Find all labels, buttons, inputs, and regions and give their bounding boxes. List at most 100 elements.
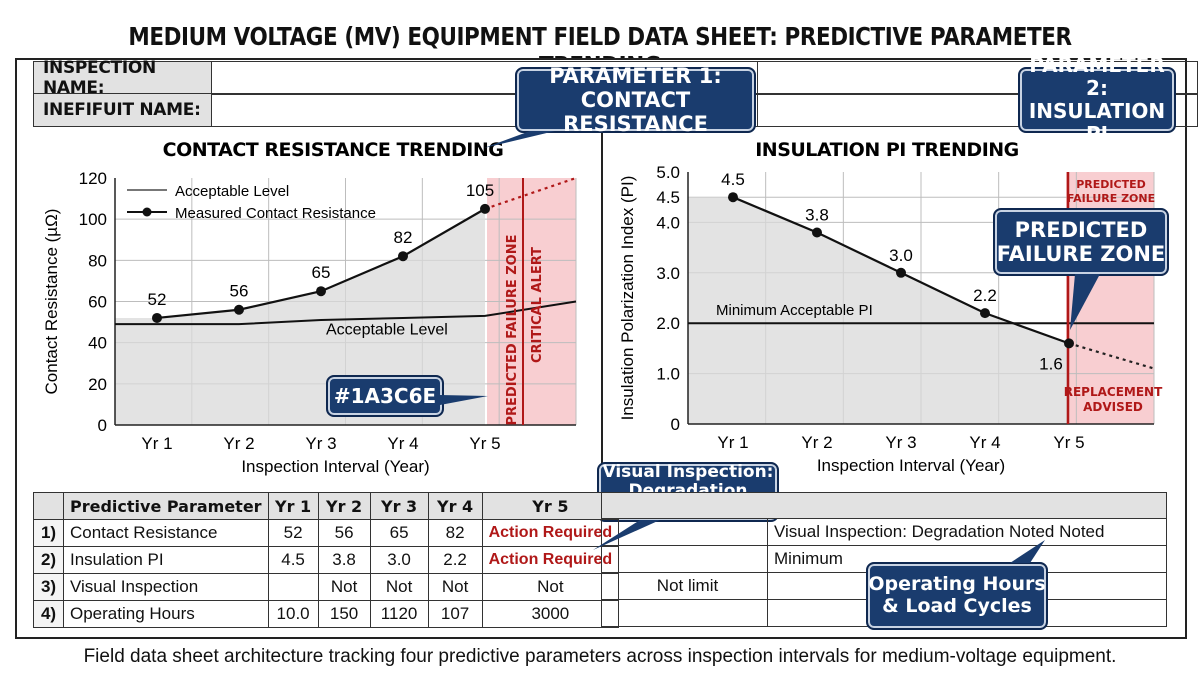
- y-tick-label: 80: [88, 251, 107, 270]
- cell-yr1: 10.0: [267, 600, 319, 628]
- cell-yr1: 52: [267, 519, 319, 547]
- cell-yr5: Action Required: [481, 519, 620, 547]
- y-tick-label: 40: [88, 334, 107, 353]
- circuit-name-label: INEFIFUIT NAME:: [34, 94, 212, 126]
- table-header-yr2: Yr 2: [317, 492, 371, 520]
- cell-yr4: Not: [427, 573, 483, 601]
- data-point: [316, 286, 326, 297]
- parameter-2-callout-line-2: INSULATION PI: [1028, 99, 1166, 146]
- legend-measured-marker: [142, 207, 152, 217]
- x-axis-label: Inspection Interval (Year): [241, 457, 429, 476]
- cell-yr2: 150: [317, 600, 371, 628]
- acceptable-level-label: Acceptable Level: [326, 321, 448, 338]
- table-header-parameter: Predictive Parameter: [63, 492, 269, 520]
- table-header-yr1: Yr 1: [267, 492, 319, 520]
- y-tick-label: 1.0: [656, 365, 680, 384]
- table-header-yr4: Yr 4: [427, 492, 483, 520]
- failure-zone-label-1: PREDICTED: [1076, 178, 1146, 191]
- x-tick-label: Yr 5: [1053, 433, 1084, 452]
- y-tick-label: 0: [98, 416, 107, 435]
- cell-yr3: 3.0: [369, 546, 429, 574]
- projection-line: [484, 176, 577, 210]
- y-tick-label: 60: [88, 293, 107, 312]
- header-extra-field-1: [758, 61, 1198, 95]
- data-label: 52: [148, 290, 167, 309]
- row-parameter: Insulation PI: [63, 546, 269, 574]
- parameter-1-callout-line-1: PARAMETER 1:: [549, 63, 722, 88]
- chart-title: INSULATION PI TRENDING: [755, 139, 1019, 161]
- row3-mid-note: Not limit: [601, 572, 768, 600]
- y-tick-label: 5.0: [656, 163, 680, 182]
- color-tag-callout: #1A3C6E: [326, 375, 444, 417]
- data-label: 82: [394, 228, 413, 247]
- cell-yr5: Not: [481, 573, 620, 601]
- cell-yr1: [267, 573, 319, 601]
- x-tick-label: Yr 2: [801, 433, 832, 452]
- x-axis-label: Inspection Interval (Year): [817, 456, 1005, 475]
- data-label: 3.0: [889, 246, 913, 265]
- table-header-index: [33, 492, 64, 520]
- parameter-table: Predictive Parameter Yr 1 Yr 2 Yr 3 Yr 4…: [33, 492, 620, 628]
- cell-yr4: 82: [427, 519, 483, 547]
- cell-yr4: 2.2: [427, 546, 483, 574]
- data-point: [398, 251, 408, 262]
- projection-line: [1068, 342, 1155, 370]
- hours-callout-line-2: & Load Cycles: [882, 595, 1032, 617]
- data-point: [896, 267, 906, 278]
- data-label: 65: [312, 263, 331, 282]
- parameter-1-callout: PARAMETER 1: CONTACT RESISTANCE: [515, 63, 756, 137]
- y-tick-label: 3.0: [656, 264, 680, 283]
- cell-yr2: Not: [317, 573, 371, 601]
- parameter-1-callout-line-2: CONTACT RESISTANCE: [563, 87, 708, 137]
- table-row: 2) Insulation PI 4.5 3.8 3.0 2.2 Action Requir…: [33, 546, 620, 574]
- header-extra-field-2: [758, 93, 1198, 127]
- data-point: [980, 308, 990, 319]
- row4-extra-cell: [601, 599, 768, 627]
- legend-measured-label: Measured Contact Resistance: [175, 205, 376, 222]
- visual-callout-line-1: Visual Inspection:: [602, 461, 774, 482]
- data-point: [480, 203, 490, 214]
- data-label: 4.5: [721, 170, 745, 189]
- row-parameter: Operating Hours: [63, 600, 269, 628]
- cell-yr5: Action Required: [481, 546, 620, 574]
- x-tick-label: Yr 4: [969, 433, 1000, 452]
- failure-zone-label: PREDICTED FAILURE ZONE: [505, 235, 520, 426]
- data-point: [728, 192, 738, 203]
- table-header-yr3: Yr 3: [369, 492, 429, 520]
- data-label: 2.2: [973, 286, 997, 305]
- y-tick-label: 20: [88, 375, 107, 394]
- data-label: 1.6: [1039, 354, 1063, 373]
- y-axis-label: Insulation Polarization Index (PI): [618, 176, 637, 421]
- critical-alert-label: CRITICAL ALERT: [530, 247, 545, 363]
- x-tick-label: Yr 3: [885, 433, 916, 452]
- operating-hours-callout: Operating Hours & Load Cycles: [866, 562, 1048, 630]
- min-acceptable-label: Minimum Acceptable PI: [716, 302, 873, 319]
- row-index: 4): [33, 600, 64, 628]
- y-tick-label: 4.0: [656, 213, 680, 232]
- x-tick-label: Yr 2: [223, 434, 254, 453]
- replacement-label-1: REPLACEMENT: [1064, 385, 1163, 399]
- panel-divider: [601, 128, 603, 489]
- row1-extra-cell: [601, 518, 768, 546]
- legend-acceptable-label: Acceptable Level: [175, 183, 289, 200]
- replacement-label-2: ADVISED: [1083, 400, 1143, 414]
- y-tick-label: 4.5: [656, 188, 680, 207]
- area-under-curve: [115, 208, 485, 425]
- cell-yr1: 4.5: [267, 546, 319, 574]
- y-axis-label: Contact Resistance (µΩ): [42, 209, 61, 395]
- row2-extra-cell: [601, 545, 768, 573]
- cell-yr3: 65: [369, 519, 429, 547]
- insulation-pi-chart: INSULATION PI TRENDING 0 1.0 2.0 3.0 4.0 4.5 5.…: [618, 139, 1163, 475]
- x-tick-label: Yr 1: [141, 434, 172, 453]
- table-header-row: Predictive Parameter Yr 1 Yr 2 Yr 3 Yr 4…: [33, 492, 620, 520]
- area-under-curve: [688, 197, 1069, 424]
- y-tick-label: 120: [79, 169, 107, 188]
- cell-yr3: 1120: [369, 600, 429, 628]
- chart-title: CONTACT RESISTANCE TRENDING: [163, 139, 504, 161]
- table-row: 4) Operating Hours 10.0 150 1120 107 3000: [33, 600, 620, 628]
- table-header-yr5: Yr 5: [481, 492, 620, 520]
- y-tick-label: 100: [79, 210, 107, 229]
- parameter-2-callout: PARAMETER 2: INSULATION PI: [1018, 54, 1176, 146]
- x-tick-label: Yr 4: [387, 434, 418, 453]
- x-tick-label: Yr 3: [305, 434, 336, 453]
